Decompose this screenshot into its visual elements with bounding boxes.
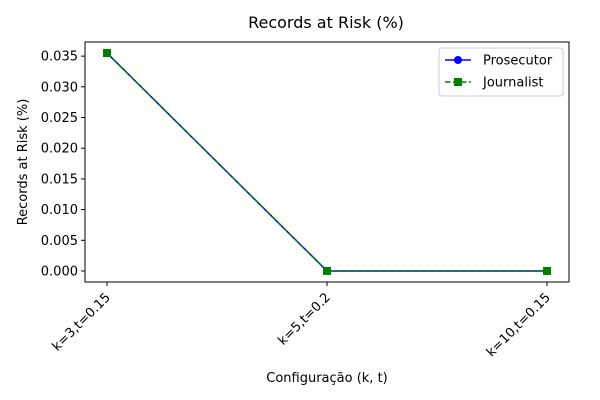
series-journalist [103, 49, 551, 275]
y-tick-label: 0.000 [41, 264, 78, 279]
data-point [543, 266, 551, 275]
y-axis-ticks: 0.000 0.005 0.010 0.015 0.020 0.025 0.030 0.035 [41, 50, 85, 279]
y-tick-label: 0.020 [41, 142, 78, 157]
series-layer [103, 49, 551, 275]
y-tick-label: 0.025 [41, 111, 78, 126]
legend-entry-prosecutor: Prosecutor [445, 54, 553, 69]
y-tick-label: 0.015 [41, 172, 78, 187]
legend-label: Journalist [482, 76, 543, 91]
data-point [323, 266, 331, 275]
x-axis-label: Configuração (k, t) [266, 371, 388, 386]
series-line [106, 52, 547, 272]
legend-marker [454, 56, 462, 64]
y-axis-label: Records at Risk (%) [16, 99, 31, 226]
y-tick-label: 0.005 [41, 234, 78, 249]
y-tick-label: 0.035 [41, 50, 78, 65]
legend: Prosecutor Journalist [438, 47, 564, 97]
chart-title: Records at Risk (%) [248, 13, 404, 32]
y-tick-label: 0.030 [41, 80, 78, 95]
legend-marker [454, 78, 462, 86]
legend-label: Prosecutor [483, 54, 553, 69]
y-tick-label: 0.010 [41, 203, 78, 218]
legend-entry-journalist: Journalist [445, 76, 543, 91]
data-point [103, 49, 111, 58]
